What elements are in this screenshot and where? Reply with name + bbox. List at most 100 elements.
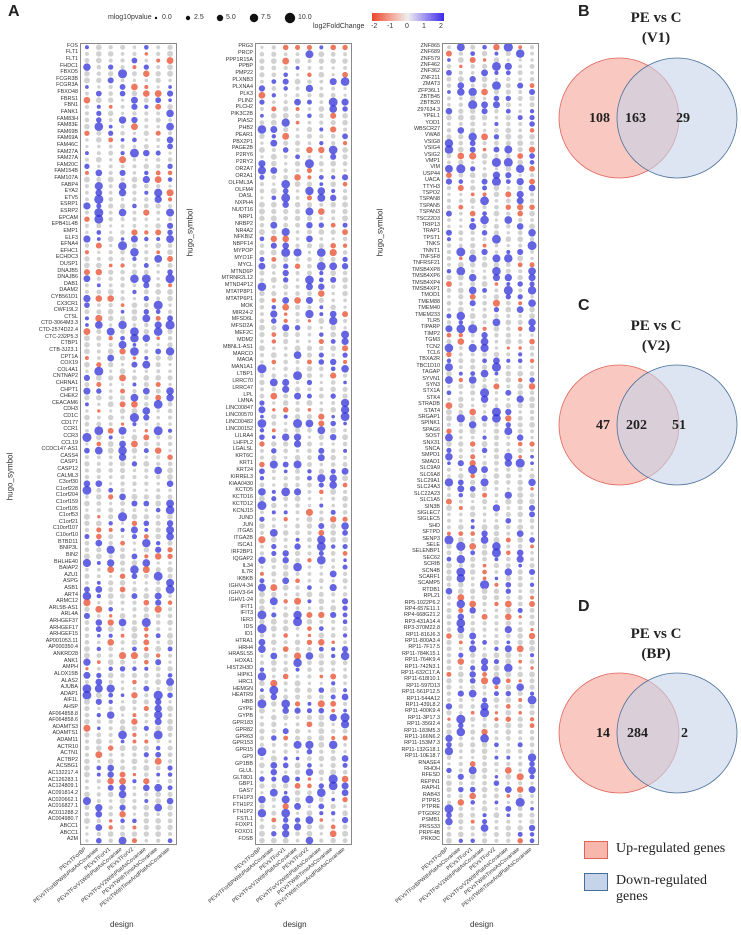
gene-label: LINC00847: [225, 405, 253, 412]
gene-label: FTH1P3: [232, 795, 253, 802]
dot-point: [270, 679, 278, 687]
dot-point: [447, 461, 451, 466]
dot-point: [341, 337, 349, 346]
dot-point: [119, 745, 126, 752]
dot-point: [446, 467, 452, 472]
dot-point: [96, 792, 101, 797]
dot-point: [131, 745, 138, 751]
dot-point: [343, 558, 347, 563]
dot-point: [155, 751, 162, 758]
dot-point: [470, 627, 476, 632]
dot-point: [505, 300, 511, 306]
dot-point: [294, 728, 301, 734]
dot-point: [155, 666, 161, 672]
dot-point: [119, 368, 126, 375]
dot-point: [130, 333, 139, 343]
dot-point: [271, 332, 277, 337]
dot-point: [529, 377, 535, 383]
dot-point: [341, 98, 349, 106]
dot-point: [458, 365, 463, 370]
x-axis-label-col2: design: [283, 920, 307, 929]
gene-label: TMEM88: [418, 298, 440, 305]
dot-point: [143, 764, 150, 771]
dot-point: [506, 249, 511, 255]
dot-point: [319, 65, 324, 70]
dot-point: [517, 601, 523, 607]
dot-point: [167, 467, 173, 474]
dot-point: [506, 544, 511, 549]
dot-point: [294, 181, 301, 188]
dot-point: [517, 390, 523, 396]
dot-point: [271, 714, 277, 721]
dot-point: [155, 164, 161, 169]
dot-point: [96, 356, 101, 360]
dot-point: [85, 508, 89, 512]
dot-point: [457, 485, 465, 493]
dot-point: [83, 817, 90, 824]
dot-point: [144, 78, 149, 83]
dot-point: [96, 110, 102, 117]
dot-point: [95, 314, 103, 322]
dot-point: [156, 58, 161, 63]
dot-point: [295, 523, 300, 529]
dot-point: [108, 719, 113, 724]
dot-point: [505, 306, 512, 313]
dot-point: [282, 714, 289, 721]
dot-point: [131, 838, 137, 844]
dot-point: [482, 813, 487, 818]
dot-point: [83, 387, 91, 395]
dot-point: [446, 185, 452, 191]
dot-point: [271, 346, 276, 351]
gene-label: ADAM11: [56, 737, 78, 744]
dot-point: [470, 556, 476, 562]
dot-point: [130, 347, 139, 356]
dot-point: [294, 694, 301, 700]
dot-point: [156, 277, 160, 281]
dot-point: [447, 397, 451, 401]
dot-point: [84, 243, 90, 248]
dot-point: [306, 181, 313, 187]
dot-point: [258, 85, 266, 92]
dot-point: [517, 479, 523, 486]
dot-point: [529, 774, 535, 780]
dot-point: [481, 441, 488, 447]
dot-point: [328, 145, 338, 155]
gene-label: CASP12: [57, 465, 78, 472]
dot-point: [331, 708, 336, 713]
dot-point: [271, 79, 277, 84]
dot-point: [517, 691, 523, 697]
dot-point: [340, 720, 350, 729]
dot-point: [270, 652, 278, 660]
dot-point: [168, 303, 172, 307]
gene-label: IFIT1: [240, 603, 253, 610]
dot-point: [517, 537, 524, 543]
dot-point: [166, 136, 174, 144]
dot-point: [481, 498, 488, 505]
color-legend-tick-3: 1: [422, 23, 426, 30]
gene-label: RNASE4: [418, 759, 440, 766]
dot-point: [482, 294, 487, 299]
dot-point: [331, 353, 335, 357]
dot-point: [470, 576, 475, 581]
dot-point: [481, 728, 488, 736]
dot-point: [504, 663, 513, 673]
dot-point: [168, 653, 173, 658]
dot-point: [119, 804, 126, 811]
dot-point: [143, 289, 149, 295]
dot-point: [108, 600, 114, 606]
dot-point: [447, 717, 451, 721]
dot-point: [118, 730, 127, 740]
gene-label: GPR183: [232, 719, 253, 726]
dot-point: [307, 332, 312, 337]
dot-point: [494, 787, 499, 792]
dot-point: [456, 574, 466, 583]
dot-point: [293, 460, 302, 469]
gene-label: LINC00152: [225, 425, 253, 432]
dot-point: [318, 359, 325, 365]
dot-point: [120, 600, 125, 605]
dot-point: [506, 531, 511, 536]
dot-point: [132, 686, 137, 691]
dot-point: [283, 482, 289, 488]
gene-label: KRT24: [236, 466, 253, 473]
dot-point: [96, 646, 102, 652]
